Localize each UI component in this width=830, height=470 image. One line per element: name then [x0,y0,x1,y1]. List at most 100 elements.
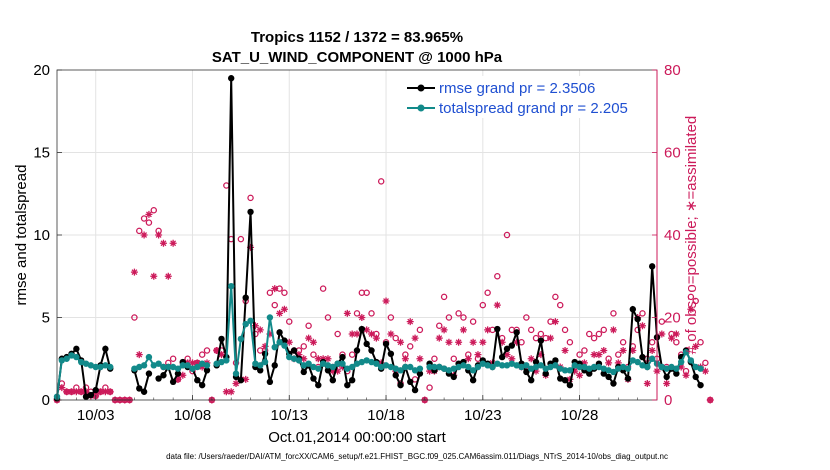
spread-point [639,362,646,369]
right-axis-label: # of obs: o=possible; ∗=assimilated [683,116,700,355]
spread-point [223,357,230,364]
spread-point [281,342,288,349]
obs-possible-point [619,338,627,346]
series-layer [53,75,704,402]
rmse-point [498,353,506,361]
obs-possible-point [150,206,158,214]
rmse-point [87,391,95,399]
obs-possible-point [348,351,356,358]
spread-point [644,363,651,371]
spread-point [673,365,680,372]
obs-assimilated-point [261,342,269,350]
legend: rmse grand pr = 2.3506 totalspread grand… [403,76,653,118]
obs-assimilated-point [334,367,342,375]
rmse-point [527,377,535,384]
spread-point [552,362,559,369]
spread-point [576,363,583,371]
obs-assimilated-point [343,309,351,317]
obs-assimilated-point [580,359,588,367]
obs-possible-point [237,235,245,243]
obs-possible-point [687,293,695,301]
spread-point [571,362,578,369]
spread-point [436,363,443,371]
spread-point [373,360,380,367]
spread-point [77,358,85,366]
spread-point [532,363,540,371]
right-tick-label: 0 [664,392,672,409]
spread-point [494,360,501,367]
rmse-point [600,370,607,377]
obs-assimilated-point [484,326,492,334]
rmse-point [416,370,424,377]
obs-assimilated-point [479,338,487,346]
obs-possible-point [586,330,593,338]
obs-assimilated-point [426,367,434,375]
rmse-point [629,306,637,313]
obs-assimilated-point [348,330,356,338]
spread-point [368,358,375,366]
obs-assimilated-point [150,272,158,280]
obs-possible-point [286,318,293,325]
rmse-point [324,367,332,374]
spread-point [315,365,322,372]
obs-assimilated-point [319,355,327,363]
spread-point [581,363,588,371]
obs-assimilated-point [188,359,196,367]
obs-possible-point [266,289,274,296]
obs-possible-point [527,326,535,334]
obs-assimilated-point [629,347,637,354]
obs-possible-point [590,334,598,342]
spread-point [344,365,351,372]
obs-possible-point [305,322,312,329]
obs-possible-point [595,330,603,338]
obs-possible-point [523,314,530,321]
rmse-point [513,329,520,336]
spread-point [295,357,303,364]
rmse-point [552,357,559,364]
footnote: data file: /Users/raeder/DAI/ATM_forcXX/… [166,452,668,461]
obs-assimilated-point [193,359,201,367]
spread-point [595,363,603,371]
spread-point [252,360,259,367]
rmse-point [411,386,419,394]
obs-possible-point [658,318,666,325]
obs-possible-point [532,334,540,342]
chart-title-line1: Tropics 1152 / 1372 = 83.965% [251,29,463,46]
spread-point [97,363,104,371]
obs-possible-point [648,338,656,346]
spread-point [561,367,569,374]
spread-point [590,363,598,371]
rmse-point [407,378,414,386]
obs-assimilated-point [440,326,448,334]
obs-possible-point [247,194,254,202]
obs-assimilated-point [692,342,700,350]
spread-point [92,363,99,371]
obs-assimilated-point [672,330,680,338]
obs-assimilated-point [227,388,235,396]
chart-title-line2: SAT_U_WIND_COMPONENT @ 1000 hPa [212,49,503,66]
rmse-point [247,208,254,216]
spread-point [392,365,399,372]
right-tick-label: 80 [664,62,681,79]
rmse-point [194,377,201,384]
obs-assimilated-point [469,338,477,346]
obs-assimilated-point [285,338,293,346]
rmse-point [697,381,704,389]
rmse-point [532,358,540,366]
spread-point [402,363,409,371]
rmse-point [469,377,477,384]
spread-point [397,367,404,374]
obs-assimilated-point [614,359,622,367]
obs-possible-point [581,347,588,354]
rmse-point [73,345,80,353]
x-tick-label: 10/08 [174,407,212,424]
rmse-point [353,347,361,354]
spread-point [232,370,240,377]
spread-point [479,360,487,367]
obs-possible-point [455,310,462,317]
obs-assimilated-point [619,347,627,354]
spread-point [416,365,424,372]
spread-point [610,368,617,376]
obs-assimilated-point [338,363,346,371]
obs-assimilated-point [464,355,472,363]
